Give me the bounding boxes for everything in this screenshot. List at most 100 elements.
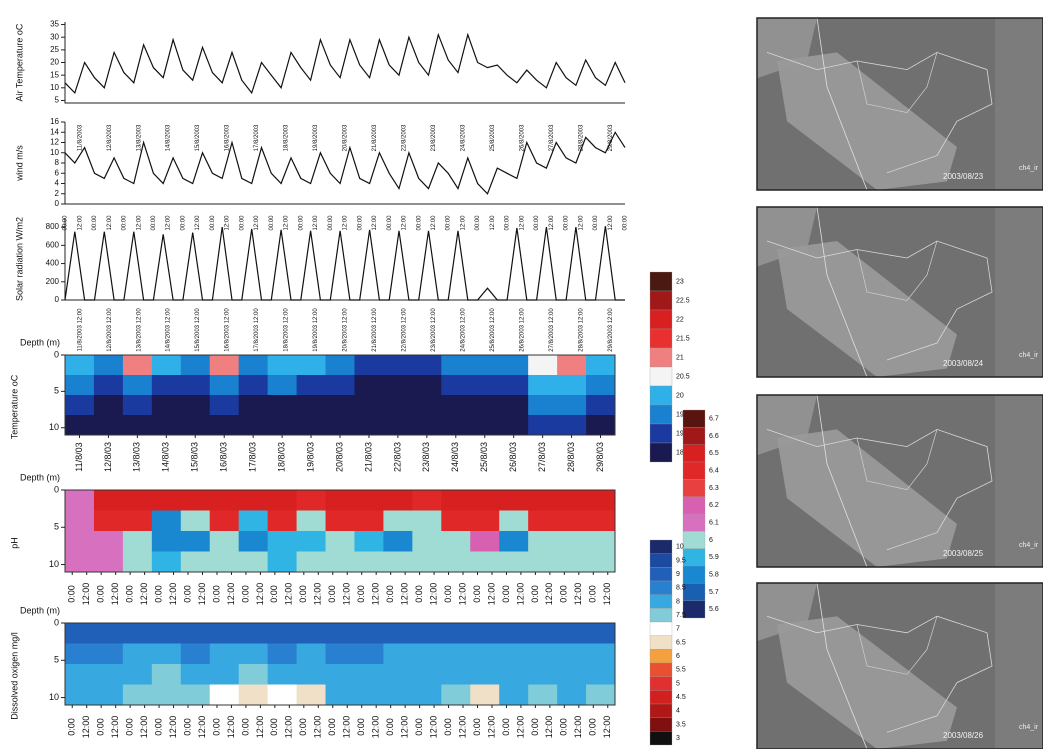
x-tick-label: 0:00 xyxy=(530,718,540,736)
image-right xyxy=(995,207,1043,377)
x-tick-label: 00:00 xyxy=(151,215,157,231)
heat-cell xyxy=(180,510,211,532)
colorbar-swatch xyxy=(649,366,673,387)
heat-cell xyxy=(441,643,471,665)
satellite-image: ch4_ir 2003/08/23 xyxy=(756,17,1043,191)
y-tick-label: 5 xyxy=(54,522,59,532)
x-tick-label: 11/8/2003 xyxy=(77,124,83,151)
heat-cell xyxy=(528,375,558,396)
x-tick-label: 24/8/2003 12:00 xyxy=(460,308,466,352)
x-tick-label: 12/8/2003 12:00 xyxy=(107,308,113,352)
colorbar-label: 19 xyxy=(676,430,684,437)
heat-cell xyxy=(528,490,558,511)
heat-cell xyxy=(412,531,442,552)
colorbar-label: 10 xyxy=(676,544,684,551)
heat-cell xyxy=(354,395,384,416)
heat-cell xyxy=(93,490,124,511)
heat-cell xyxy=(122,355,153,376)
x-tick-label: 21/8/03 xyxy=(363,442,373,472)
x-tick-label: 12:00 xyxy=(602,583,612,606)
x-tick-label: 12:00 xyxy=(515,716,525,739)
x-tick-label: 12/8/03 xyxy=(103,442,113,472)
x-tick-label: 12:00 xyxy=(573,716,583,739)
x-tick-label: 0:00 xyxy=(588,585,598,603)
x-tick-label: 0:00 xyxy=(443,718,453,736)
heat-cell xyxy=(441,551,471,573)
heat-cell xyxy=(180,395,211,416)
x-tick-label: 12:00 xyxy=(486,716,496,739)
heat-cell xyxy=(93,375,124,396)
x-tick-label: 0:00 xyxy=(472,585,482,603)
heat-cell xyxy=(93,623,124,644)
heat-cell xyxy=(209,415,240,436)
data-line xyxy=(64,226,625,301)
y-tick-label: 10 xyxy=(49,422,59,432)
x-tick-label: 19/8/03 xyxy=(305,442,315,472)
heat-cell xyxy=(238,684,269,706)
heat-cell xyxy=(557,684,587,706)
heat-cell xyxy=(557,623,587,644)
x-tick-label: 12:00 xyxy=(402,215,408,231)
x-tick-label: 0:00 xyxy=(153,585,163,603)
y-tick-label: 5 xyxy=(54,655,59,665)
heat-cell xyxy=(586,643,616,665)
data-line xyxy=(64,131,626,195)
x-tick-label: 0:00 xyxy=(298,718,308,736)
heat-cell xyxy=(267,375,298,396)
colorbar-swatch xyxy=(649,608,673,623)
heat-cell xyxy=(122,623,153,644)
heat-cell xyxy=(238,490,269,511)
heat-cell xyxy=(354,355,384,376)
y-axis-label: Solar radiation W/m2 xyxy=(14,217,24,301)
cloud-band xyxy=(777,52,957,191)
x-tick-label: 26/8/03 xyxy=(508,442,518,472)
x-tick-label: 22/8/2003 xyxy=(402,124,408,151)
x-tick-label: 28/8/2003 xyxy=(578,124,584,151)
axis-frame xyxy=(64,22,625,104)
y-tick-label: 12 xyxy=(50,138,59,147)
heat-cell xyxy=(528,415,558,436)
heat-cell xyxy=(412,551,442,573)
heat-cell xyxy=(122,375,153,396)
heat-cell xyxy=(354,623,384,644)
heat-cell xyxy=(151,490,182,511)
heat-cell xyxy=(122,395,153,416)
heat-cell xyxy=(325,684,355,706)
y-tick-label: 16 xyxy=(50,117,59,126)
colorbar-label: 20 xyxy=(676,392,684,399)
heat-cell xyxy=(180,415,211,436)
heat-cell xyxy=(412,375,442,396)
x-tick-label: 12:00 xyxy=(197,583,207,606)
x-tick-label: 12:00 xyxy=(313,583,323,606)
x-tick-label: 0:00 xyxy=(153,718,163,736)
x-tick-label: 0:00 xyxy=(96,718,106,736)
heat-cell xyxy=(383,551,413,573)
colorbar-swatch xyxy=(649,539,673,554)
colorbar-swatch xyxy=(649,731,673,746)
x-tick-label: 16/8/2003 12:00 xyxy=(225,308,231,352)
heat-cell xyxy=(325,643,355,665)
x-tick-label: 12:00 xyxy=(573,583,583,606)
x-tick-label: 0:00 xyxy=(211,718,221,736)
heat-cell xyxy=(499,510,529,532)
heat-cell xyxy=(354,375,384,396)
x-tick-label: 24/8/03 xyxy=(450,442,460,472)
colorbar-swatch xyxy=(682,427,706,445)
cloud-band xyxy=(777,429,957,567)
heat-cell xyxy=(151,623,182,644)
x-tick-label: 0:00 xyxy=(182,718,192,736)
heat-cell xyxy=(180,490,211,511)
depth-label: Depth (m) xyxy=(20,472,60,482)
heat-cell xyxy=(325,531,355,552)
heat-cell xyxy=(180,684,211,706)
heat-cell xyxy=(499,375,529,396)
colorbar-swatch xyxy=(682,479,706,497)
heat-cell xyxy=(238,531,269,552)
colorbar-swatch xyxy=(649,423,673,444)
x-tick-label: 0:00 xyxy=(125,718,135,736)
heat-cell xyxy=(296,510,327,532)
heat-cell xyxy=(209,643,240,665)
x-tick-label: 0:00 xyxy=(501,718,511,736)
plot-frame xyxy=(64,489,616,573)
frame xyxy=(756,17,1043,191)
